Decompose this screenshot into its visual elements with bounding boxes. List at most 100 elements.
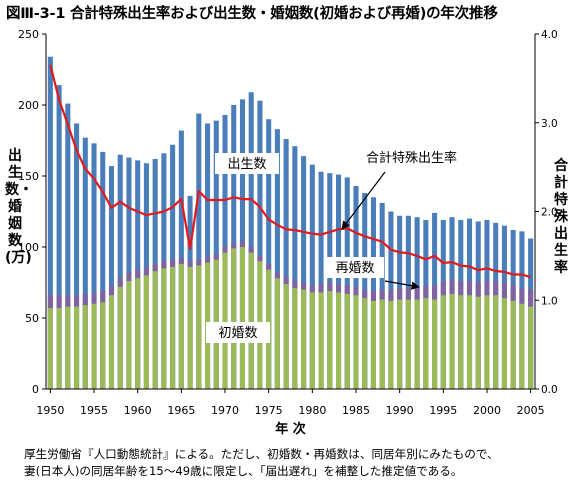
y-right-tick-label: 1.0 [541, 295, 558, 307]
bar-first-marriage-1976 [274, 278, 280, 389]
line-layer [49, 64, 531, 279]
y-axis-left-label: 出生数・婚姻数(万) [5, 148, 33, 266]
x-axis-label: 年 次 [275, 421, 306, 437]
x-tick-label: 1985 [342, 404, 370, 417]
bar-first-marriage-2001 [493, 295, 499, 389]
bar-first-marriage-1970 [222, 252, 228, 389]
bar-first-marriage-1993 [423, 298, 429, 389]
x-tick-label: 2000 [473, 404, 501, 417]
annotation-births: 出生数 [227, 157, 266, 172]
line-tfr [49, 64, 531, 279]
y-left-tick-label: 200 [18, 99, 39, 112]
bar-first-marriage-1973 [248, 252, 254, 389]
bar-first-marriage-1981 [318, 292, 324, 389]
bar-births-1951 [56, 85, 62, 390]
bar-first-marriage-1994 [432, 299, 438, 389]
bar-births-1954 [82, 137, 88, 389]
bar-births-1967 [196, 113, 202, 390]
annotation-first-marriage: 初婚数 [218, 326, 257, 341]
bar-first-marriage-1950 [47, 308, 53, 389]
bar-births-1976 [274, 129, 280, 389]
bar-first-marriage-1977 [283, 283, 289, 389]
annotation-remarriage: 再婚数 [335, 261, 374, 276]
bar-first-marriage-1965 [178, 264, 184, 389]
bar-first-marriage-1987 [370, 300, 376, 389]
bar-births-1978 [292, 146, 298, 389]
bar-births-1958 [117, 154, 123, 389]
bar-first-marriage-1984 [344, 293, 350, 389]
bar-first-marriage-1998 [466, 295, 473, 389]
labels-layer: 0 50 100 150 200 250 0.0 1.0 2.0 3.0 4.0 1950 1955 19… [18, 28, 558, 437]
bar-first-marriage-1971 [231, 248, 237, 389]
bar-first-marriage-1986 [362, 298, 368, 389]
y-left-tick-label: 150 [18, 170, 39, 183]
bar-first-marriage-1978 [292, 288, 298, 389]
bar-births-1974 [257, 100, 263, 390]
bar-births-1955 [91, 143, 97, 389]
bar-first-marriage-1983 [335, 292, 342, 389]
bar-births-1956 [100, 151, 106, 389]
bar-births-1957 [108, 166, 115, 389]
bar-first-marriage-1954 [82, 305, 88, 389]
x-tick-label: 1960 [124, 404, 152, 417]
bar-first-marriage-2000 [484, 295, 490, 389]
annotation-remarriage-box [326, 257, 384, 278]
bar-first-marriage-1960 [135, 278, 141, 389]
x-tick-label: 1980 [298, 404, 326, 417]
bar-first-marriage-2003 [510, 300, 516, 389]
bar-first-marriage-1990 [397, 299, 403, 389]
x-tick-label: 1965 [167, 404, 195, 417]
y-right-tick-label: 2.0 [541, 207, 558, 219]
bar-first-marriage-2005 [528, 306, 534, 389]
arrow-tfr [341, 171, 386, 230]
bar-first-marriage-1991 [405, 299, 411, 389]
y-left-tick-label: 0 [32, 383, 39, 396]
bar-first-marriage-1988 [379, 299, 385, 389]
annotation-tfr: 合計特殊出生率 [366, 150, 457, 166]
x-tick-label: 2005 [517, 404, 545, 417]
chart-title: 図Ⅲ-3-1 合計特殊出生率および出生数・婚姻数(初婚および再婚)の年次推移 [6, 6, 498, 22]
bar-births-1968 [205, 123, 211, 390]
y-right-tick-label: 3.0 [541, 118, 558, 130]
source-note: 厚生労働省『人口動態統計』による。ただし、初婚数・再婚数は、同居年別にみたもので… [24, 446, 499, 480]
bar-first-marriage-1953 [74, 306, 80, 389]
bar-first-marriage-1958 [117, 286, 123, 389]
bar-births-1981 [318, 171, 324, 389]
bar-first-marriage-1952 [65, 306, 71, 389]
bar-first-marriage-1995 [440, 295, 446, 389]
bar-first-marriage-1999 [475, 296, 481, 389]
bar-first-marriage-1979 [301, 289, 307, 389]
bar-first-marriage-1996 [449, 293, 455, 389]
bar-births-1980 [309, 164, 315, 389]
bar-first-marriage-2002 [501, 298, 507, 389]
bar-first-marriage-1985 [353, 295, 359, 389]
x-tick-label: 1975 [255, 404, 283, 417]
annotation-births-box [215, 153, 279, 174]
bar-first-marriage-1955 [91, 303, 97, 389]
y-axis-right-label: 合計特殊出生率 [554, 158, 568, 276]
bar-first-marriage-1997 [458, 295, 464, 389]
bar-first-marriage-1992 [414, 299, 420, 389]
axes-layer [42, 33, 539, 393]
bar-first-marriage-1982 [327, 291, 333, 389]
bar-births-1953 [74, 123, 80, 390]
source-note-line-1: 厚生労働省『人口動態統計』による。ただし、初婚数・再婚数は、同居年別にみたもので… [24, 447, 499, 461]
bar-first-marriage-1980 [309, 292, 315, 389]
x-tick-label: 1995 [429, 404, 457, 417]
y-left-tick-label: 100 [18, 241, 39, 254]
bar-births-1979 [301, 156, 307, 389]
bar-first-marriage-1961 [143, 275, 149, 389]
arrow-remarriage [384, 280, 420, 290]
x-tick-label: 1990 [386, 404, 414, 417]
bar-births-1973 [248, 92, 254, 389]
bar-births-1977 [283, 139, 289, 389]
bar-first-marriage-1963 [161, 268, 167, 389]
bar-first-marriage-1951 [56, 308, 62, 389]
annotation-first-marriage-box [206, 322, 270, 343]
y-left-tick-label: 50 [25, 312, 39, 325]
x-tick-label: 1950 [36, 404, 64, 417]
bar-first-marriage-1967 [196, 265, 202, 389]
y-left-tick-label: 250 [18, 28, 39, 41]
bar-first-marriage-1957 [108, 295, 115, 389]
